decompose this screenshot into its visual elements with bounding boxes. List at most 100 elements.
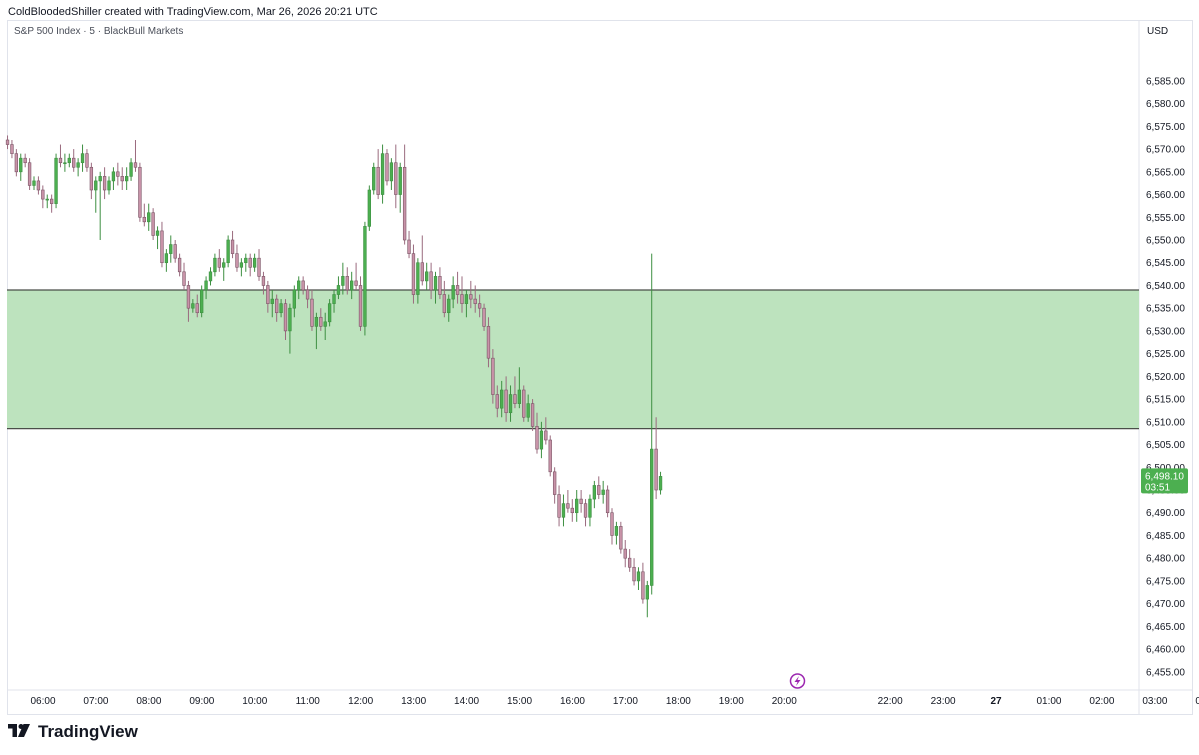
- candle-body[interactable]: [341, 276, 345, 286]
- candle-body[interactable]: [19, 157, 23, 173]
- candle-body[interactable]: [327, 303, 332, 323]
- candle-body[interactable]: [248, 257, 252, 268]
- candle-body[interactable]: [416, 262, 420, 295]
- candle-body[interactable]: [142, 216, 146, 223]
- candle-body[interactable]: [173, 244, 177, 259]
- candle-body[interactable]: [522, 389, 526, 418]
- candle-body[interactable]: [147, 212, 151, 223]
- candle-body[interactable]: [199, 289, 204, 314]
- candle-body[interactable]: [477, 303, 482, 309]
- candle-body[interactable]: [464, 294, 469, 304]
- candle-body[interactable]: [592, 485, 597, 500]
- candle-body[interactable]: [314, 316, 319, 327]
- candle-body[interactable]: [508, 394, 513, 414]
- candle-body[interactable]: [460, 294, 464, 304]
- candle-body[interactable]: [336, 285, 341, 295]
- candle-body[interactable]: [367, 189, 371, 227]
- candle-body[interactable]: [566, 503, 570, 509]
- candle-body[interactable]: [350, 280, 354, 291]
- candle-body[interactable]: [376, 166, 380, 195]
- candle-body[interactable]: [583, 503, 588, 518]
- candle-body[interactable]: [429, 271, 433, 291]
- candle-body[interactable]: [495, 394, 499, 409]
- candle-body[interactable]: [504, 389, 508, 414]
- candle-body[interactable]: [36, 180, 41, 191]
- candle-body[interactable]: [641, 571, 645, 600]
- candle-body[interactable]: [63, 162, 67, 165]
- candle-body[interactable]: [138, 166, 142, 218]
- candle-body[interactable]: [129, 162, 133, 177]
- candle-body[interactable]: [98, 176, 102, 182]
- candle-body[interactable]: [85, 153, 89, 168]
- candle-body[interactable]: [552, 471, 557, 495]
- candle-body[interactable]: [301, 280, 305, 291]
- candle-body[interactable]: [557, 494, 561, 518]
- candle-body[interactable]: [548, 439, 552, 473]
- candle-body[interactable]: [89, 166, 94, 191]
- candle-body[interactable]: [442, 294, 447, 314]
- candle-body[interactable]: [310, 298, 314, 327]
- candle-body[interactable]: [252, 257, 257, 268]
- candle-body[interactable]: [54, 157, 58, 204]
- candle-body[interactable]: [235, 253, 239, 268]
- candle-body[interactable]: [345, 276, 349, 291]
- candle-body[interactable]: [10, 144, 14, 154]
- candle-body[interactable]: [513, 394, 517, 404]
- candle-body[interactable]: [539, 430, 544, 450]
- candle-body[interactable]: [323, 321, 327, 327]
- candle-body[interactable]: [319, 316, 323, 327]
- candle-body[interactable]: [654, 448, 658, 491]
- candle-body[interactable]: [535, 426, 539, 450]
- candle-body[interactable]: [389, 162, 394, 182]
- candle-body[interactable]: [579, 498, 583, 504]
- candle-body[interactable]: [358, 285, 363, 327]
- candle-body[interactable]: [570, 507, 574, 514]
- candle-body[interactable]: [627, 557, 632, 568]
- candle-body[interactable]: [469, 294, 473, 300]
- candle-body[interactable]: [305, 289, 310, 300]
- candle-body[interactable]: [614, 526, 619, 536]
- candle-body[interactable]: [32, 180, 36, 186]
- candle-body[interactable]: [151, 212, 155, 236]
- candle-body[interactable]: [438, 276, 442, 295]
- candle-body[interactable]: [610, 512, 614, 536]
- candle-body[interactable]: [363, 226, 367, 327]
- candle-body[interactable]: [169, 244, 173, 254]
- candle-body[interactable]: [275, 298, 279, 314]
- candle-body[interactable]: [473, 298, 477, 304]
- candle-body[interactable]: [213, 257, 217, 273]
- candle-body[interactable]: [491, 357, 495, 395]
- candle-body[interactable]: [283, 303, 288, 332]
- candle-body[interactable]: [107, 180, 111, 191]
- candle-body[interactable]: [597, 485, 601, 495]
- symbol-title[interactable]: S&P 500 Index · 5 · BlackBull Markets: [14, 26, 184, 37]
- candle-body[interactable]: [186, 285, 191, 309]
- last-price-badge[interactable]: [1141, 468, 1188, 494]
- candle-body[interactable]: [482, 307, 486, 327]
- candle-body[interactable]: [411, 253, 416, 295]
- candle-body[interactable]: [632, 566, 636, 582]
- candle-body[interactable]: [257, 257, 261, 277]
- candle-body[interactable]: [102, 176, 107, 191]
- candle-body[interactable]: [486, 326, 491, 359]
- candle-body[interactable]: [420, 262, 424, 282]
- candle-body[interactable]: [407, 239, 411, 254]
- tradingview-logo[interactable]: TradingView: [8, 722, 138, 742]
- candle-body[interactable]: [623, 548, 627, 559]
- candle-body[interactable]: [67, 157, 71, 164]
- candle-body[interactable]: [222, 262, 226, 268]
- candle-body[interactable]: [191, 303, 195, 309]
- candle-body[interactable]: [208, 271, 213, 282]
- candle-body[interactable]: [80, 153, 85, 164]
- candle-body[interactable]: [605, 489, 610, 514]
- candle-body[interactable]: [500, 389, 504, 409]
- candle-body[interactable]: [27, 162, 32, 186]
- candle-body[interactable]: [455, 285, 460, 295]
- candle-body[interactable]: [133, 162, 138, 168]
- candle-body[interactable]: [72, 157, 76, 168]
- candle-body[interactable]: [155, 230, 160, 236]
- currency-label[interactable]: USD: [1147, 26, 1169, 37]
- candle-body[interactable]: [94, 180, 98, 191]
- candle-body[interactable]: [160, 230, 164, 264]
- candle-body[interactable]: [58, 157, 63, 164]
